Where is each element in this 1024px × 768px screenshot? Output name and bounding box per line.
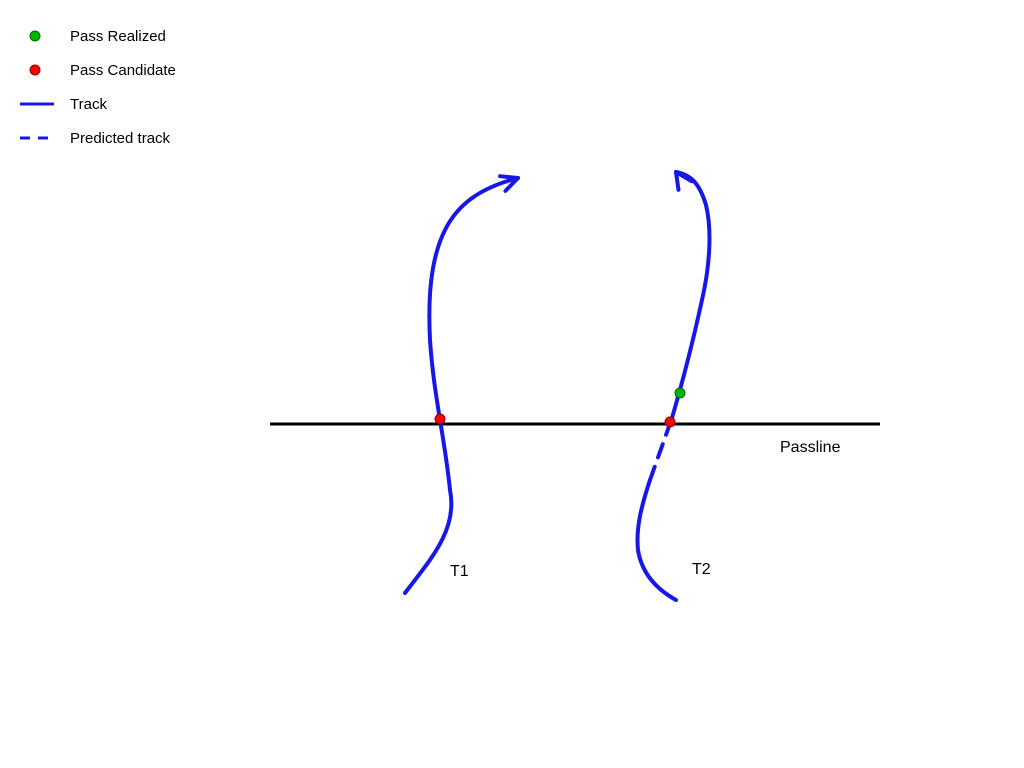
pass-candidate-point <box>665 417 675 427</box>
legend-label: Track <box>70 96 107 113</box>
track-t2-lower <box>638 480 677 600</box>
pass-candidate-point <box>435 414 445 424</box>
pass-realized-point <box>675 388 685 398</box>
passline-label: Passline <box>780 439 841 456</box>
track-t2-label: T2 <box>692 561 711 578</box>
track-t2-upper <box>672 172 709 418</box>
legend-label: Pass Realized <box>70 28 166 45</box>
track-t1-label: T1 <box>450 563 469 580</box>
legend-marker <box>30 65 40 75</box>
legend-label: Predicted track <box>70 130 171 147</box>
legend-label: Pass Candidate <box>70 62 176 79</box>
diagram-canvas: Pass Realized Pass Candidate Track Predicte… <box>0 0 1024 768</box>
legend-marker <box>30 31 40 41</box>
track-t1 <box>405 178 518 593</box>
